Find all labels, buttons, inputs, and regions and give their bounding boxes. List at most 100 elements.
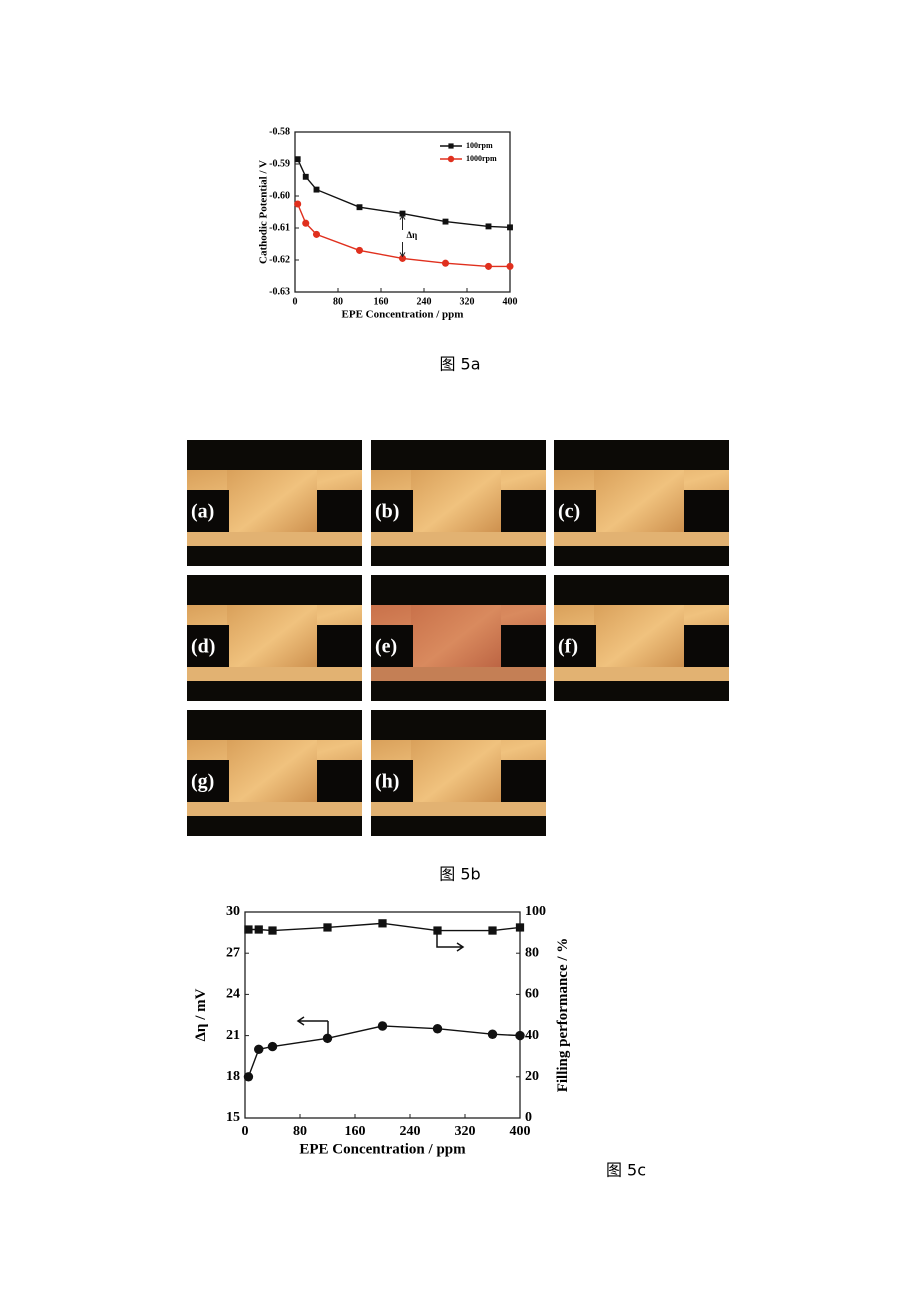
arrow <box>296 1016 329 1040</box>
copper-base <box>371 802 546 816</box>
x-axis-label: EPE Concentration / ppm <box>342 309 464 321</box>
hole <box>684 490 729 532</box>
micrograph: (d) <box>187 575 362 701</box>
panel-label: (d) <box>191 636 215 658</box>
micrograph: (g) <box>187 710 362 836</box>
marker <box>294 200 302 208</box>
marker <box>378 919 387 928</box>
marker <box>302 173 309 180</box>
x-tick-label: 0 <box>242 1124 249 1139</box>
marker <box>355 246 364 254</box>
marker <box>447 155 455 163</box>
legend-label: 1000rpm <box>466 154 497 163</box>
y2-tick-label: 40 <box>525 1028 539 1043</box>
hole <box>554 625 596 667</box>
marker <box>488 926 497 935</box>
y-axis-label: Cathodic Potential / V <box>258 160 270 264</box>
marker <box>268 926 277 935</box>
hole <box>187 625 229 667</box>
panel-label: (h) <box>375 771 399 793</box>
hole <box>371 760 413 802</box>
copper-fill <box>227 740 317 810</box>
copper-base <box>554 667 729 681</box>
marker <box>515 1030 525 1041</box>
y-tick-label: 30 <box>226 904 240 919</box>
panel-label: (f) <box>558 636 578 658</box>
copper-fill <box>411 470 501 540</box>
y2-tick-label: 0 <box>525 1110 532 1125</box>
marker <box>243 1072 254 1082</box>
marker <box>487 1029 498 1039</box>
hole <box>187 490 229 532</box>
panel-label: (b) <box>375 501 399 523</box>
hole <box>317 625 362 667</box>
y-tick-label: 27 <box>226 945 240 960</box>
hole <box>371 490 413 532</box>
y-tick-label: -0.59 <box>269 158 290 169</box>
marker <box>313 186 320 193</box>
hole <box>684 625 729 667</box>
micrograph: (e) <box>371 575 546 701</box>
x-axis-label: EPE Concentration / ppm <box>299 1142 466 1158</box>
x-tick-label: 320 <box>460 296 475 307</box>
copper-base <box>371 667 546 681</box>
copper-fill <box>227 605 317 675</box>
marker <box>244 925 253 934</box>
micrograph: (c) <box>554 440 729 566</box>
hole <box>317 760 362 802</box>
caption: 图 5c <box>606 1161 646 1180</box>
y-tick-label: -0.63 <box>269 286 290 297</box>
y2-axis-label: Filling performance / % <box>555 938 571 1093</box>
marker <box>356 204 363 211</box>
plot-frame <box>244 911 521 1119</box>
copper-fill <box>411 740 501 810</box>
panel-label: (a) <box>191 501 214 523</box>
copper-base <box>187 532 362 546</box>
x-tick-label: 320 <box>455 1124 476 1139</box>
y-tick-label: -0.60 <box>269 190 290 201</box>
x-tick-label: 240 <box>400 1124 421 1139</box>
hole <box>187 760 229 802</box>
hole <box>554 490 596 532</box>
y-tick-label: 18 <box>226 1069 240 1084</box>
copper-fill <box>594 605 684 675</box>
panel-label: (g) <box>191 771 214 793</box>
copper-fill <box>411 605 501 675</box>
y-tick-label: 15 <box>226 1110 240 1125</box>
micrograph: (a) <box>187 440 362 566</box>
hole <box>501 625 546 667</box>
copper-fill <box>594 470 684 540</box>
marker <box>254 1044 264 1055</box>
arrow <box>436 930 465 952</box>
x-tick-label: 400 <box>510 1124 531 1139</box>
panel-label: (c) <box>558 501 580 523</box>
marker <box>254 925 263 934</box>
y-tick-label: -0.61 <box>269 222 290 233</box>
micrograph: (h) <box>371 710 546 836</box>
y-axis-label: Δη / mV <box>193 988 209 1041</box>
y2-tick-label: 20 <box>525 1069 539 1084</box>
marker <box>377 1021 388 1031</box>
copper-base <box>187 667 362 681</box>
micrograph: (b) <box>371 440 546 566</box>
plot-frame <box>294 131 511 293</box>
x-tick-label: 160 <box>345 1124 366 1139</box>
arrowhead <box>399 214 406 220</box>
copper-base <box>187 802 362 816</box>
x-tick-label: 80 <box>333 296 343 307</box>
marker <box>507 224 513 231</box>
arrowhead <box>399 252 406 258</box>
y-tick-label: 24 <box>226 987 240 1002</box>
marker <box>441 259 450 267</box>
x-tick-label: 0 <box>293 296 298 307</box>
marker <box>442 218 449 225</box>
legend-label: 100rpm <box>466 141 493 150</box>
marker <box>485 223 492 230</box>
marker <box>515 923 525 932</box>
copper-base <box>371 532 546 546</box>
hole <box>371 625 413 667</box>
y2-tick-label: 80 <box>525 945 539 960</box>
marker <box>448 143 454 149</box>
